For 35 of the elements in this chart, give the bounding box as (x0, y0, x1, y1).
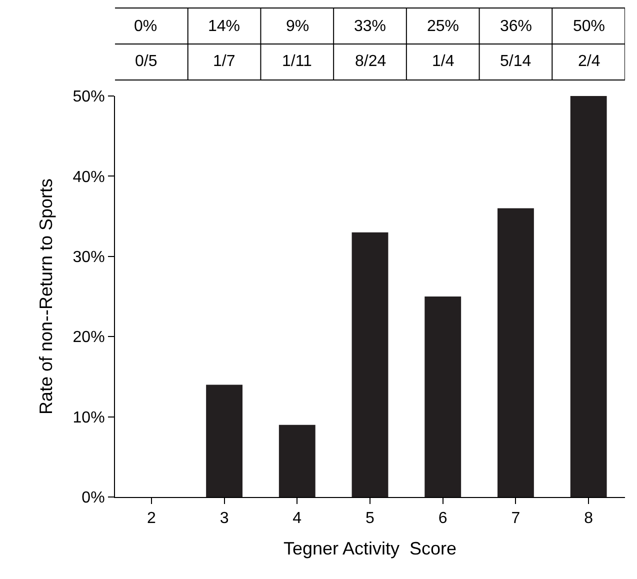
y-tick-label: 0% (82, 490, 105, 507)
x-tick-label: 6 (438, 510, 448, 528)
data-label: 50% (573, 18, 606, 35)
x-tick-label: 4 (292, 510, 302, 528)
x-axis-title: Tegner Activity Score (283, 538, 457, 558)
bar (352, 232, 388, 497)
data-label: 33% (354, 18, 386, 35)
x-tick-label: 8 (584, 510, 594, 528)
text: 0/5 (135, 53, 158, 70)
y-axis-title: Rate of non--Return to Sports (36, 178, 56, 415)
bar (424, 296, 462, 497)
text: 1/7 (213, 53, 236, 70)
y-tick-label: 50% (72, 88, 105, 106)
x-tick-label: 3 (220, 510, 229, 528)
y-tick-label: 10% (72, 409, 105, 426)
y-tick-label: 20% (72, 329, 105, 346)
x-tick-label: 2 (146, 510, 156, 528)
x-tick-label: 5 (366, 510, 375, 528)
data-label: 25% (427, 18, 460, 35)
x-tick-label: 7 (511, 510, 520, 528)
data-label: 0% (134, 18, 158, 35)
data-label: 9% (286, 18, 310, 35)
text: 1/4 (432, 53, 454, 70)
y-tick-label: 40% (72, 168, 105, 186)
data-label: 14% (208, 18, 240, 35)
data-label: 36% (500, 18, 532, 35)
text: 5/14 (500, 53, 532, 70)
text: 2/4 (578, 53, 600, 70)
text: 1/11 (282, 53, 312, 70)
y-tick-label: 30% (72, 249, 105, 266)
bar (498, 208, 534, 497)
bar (278, 424, 316, 497)
bar (206, 384, 242, 497)
text: 8/24 (355, 53, 386, 70)
bar (570, 96, 607, 497)
